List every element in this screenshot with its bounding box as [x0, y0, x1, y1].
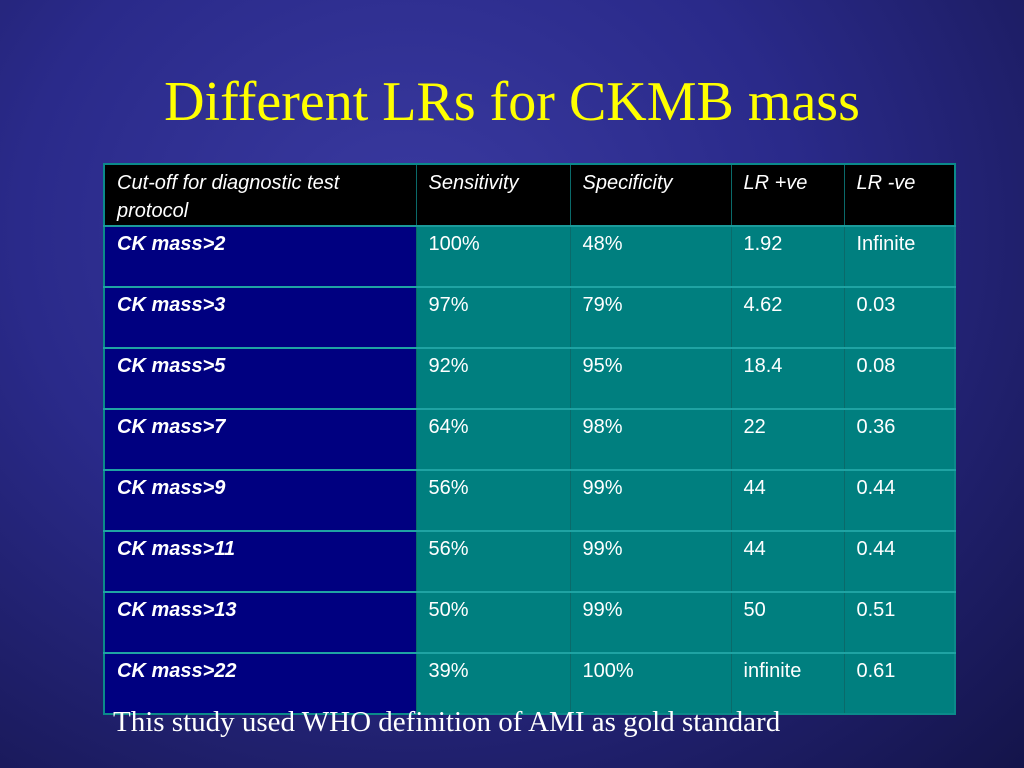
header-specificity: Specificity: [569, 164, 732, 227]
header-cutoff: Cut-off for diagnostic test protocol: [103, 164, 417, 227]
sensitivity-cell: 97%: [415, 287, 571, 349]
cutoff-cell: CK mass>9: [103, 470, 417, 532]
header-lr-positive: LR +ve: [730, 164, 845, 227]
header-lr-negative: LR -ve: [843, 164, 956, 227]
lr-negative-cell: 0.44: [843, 470, 956, 532]
lr-negative-cell: 0.61: [843, 653, 956, 714]
specificity-cell: 79%: [569, 287, 732, 349]
lr-positive-cell: 44: [730, 470, 845, 532]
cutoff-cell: CK mass>5: [103, 348, 417, 410]
sensitivity-cell: 56%: [415, 470, 571, 532]
sensitivity-cell: 56%: [415, 531, 571, 593]
lr-negative-cell: 0.08: [843, 348, 956, 410]
specificity-cell: 99%: [569, 531, 732, 593]
header-sensitivity: Sensitivity: [415, 164, 571, 227]
table-row: CK mass>11 56% 99% 44 0.44: [103, 531, 956, 593]
table-row: CK mass>2 100% 48% 1.92 Infinite: [103, 226, 956, 288]
slide-title: Different LRs for CKMB mass: [164, 71, 860, 133]
table-row: CK mass>13 50% 99% 50 0.51: [103, 592, 956, 654]
table-row: CK mass>5 92% 95% 18.4 0.08: [103, 348, 956, 410]
lr-table: Cut-off for diagnostic test protocol Sen…: [103, 163, 956, 715]
sensitivity-cell: 39%: [415, 653, 571, 714]
lr-positive-cell: 50: [730, 592, 845, 654]
table-row: CK mass>3 97% 79% 4.62 0.03: [103, 287, 956, 349]
sensitivity-cell: 92%: [415, 348, 571, 410]
specificity-cell: 95%: [569, 348, 732, 410]
cutoff-cell: CK mass>22: [103, 653, 417, 714]
cutoff-cell: CK mass>7: [103, 409, 417, 471]
cutoff-cell: CK mass>11: [103, 531, 417, 593]
lr-positive-cell: 18.4: [730, 348, 845, 410]
sensitivity-cell: 100%: [415, 226, 571, 288]
lr-positive-cell: infinite: [730, 653, 845, 714]
lr-positive-cell: 22: [730, 409, 845, 471]
footnote: This study used WHO definition of AMI as…: [113, 706, 781, 738]
lr-negative-cell: Infinite: [843, 226, 956, 288]
table-row: CK mass>7 64% 98% 22 0.36: [103, 409, 956, 471]
table-header-row: Cut-off for diagnostic test protocol Sen…: [103, 164, 956, 227]
sensitivity-cell: 64%: [415, 409, 571, 471]
sensitivity-cell: 50%: [415, 592, 571, 654]
cutoff-cell: CK mass>13: [103, 592, 417, 654]
table-row: CK mass>9 56% 99% 44 0.44: [103, 470, 956, 532]
lr-negative-cell: 0.36: [843, 409, 956, 471]
specificity-cell: 99%: [569, 592, 732, 654]
lr-negative-cell: 0.51: [843, 592, 956, 654]
table-row: CK mass>22 39% 100% infinite 0.61: [103, 653, 956, 714]
cutoff-cell: CK mass>2: [103, 226, 417, 288]
lr-negative-cell: 0.03: [843, 287, 956, 349]
specificity-cell: 100%: [569, 653, 732, 714]
lr-negative-cell: 0.44: [843, 531, 956, 593]
cutoff-cell: CK mass>3: [103, 287, 417, 349]
lr-positive-cell: 4.62: [730, 287, 845, 349]
specificity-cell: 48%: [569, 226, 732, 288]
lr-positive-cell: 44: [730, 531, 845, 593]
lr-positive-cell: 1.92: [730, 226, 845, 288]
specificity-cell: 98%: [569, 409, 732, 471]
specificity-cell: 99%: [569, 470, 732, 532]
